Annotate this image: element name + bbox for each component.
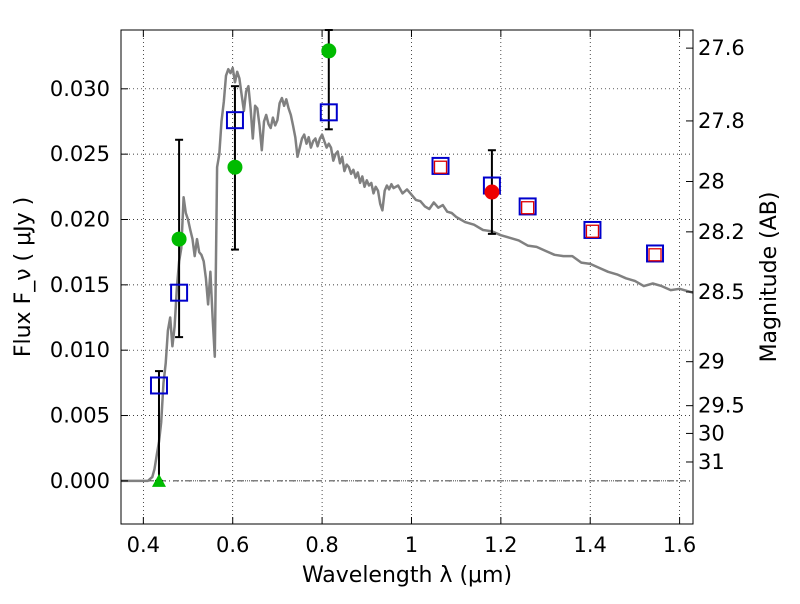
photometry-red-square	[585, 224, 600, 238]
grid-layer	[121, 30, 693, 524]
photometry-red-square	[433, 160, 448, 174]
photometry-model-square	[170, 283, 189, 302]
x-tick-label: 0.4	[127, 533, 160, 557]
upper-limit-triangle	[151, 473, 166, 487]
mag-tick-label: 27.8	[698, 109, 745, 133]
y-tick-label: 0.025	[50, 142, 110, 166]
y-tick-label: 0.015	[50, 273, 110, 297]
y-tick-label: 0.020	[50, 207, 110, 231]
photometry-red-square	[648, 248, 662, 262]
photometry-model-square	[646, 244, 665, 263]
mag-tick-label: 28	[698, 169, 725, 193]
y-axis-title: Flux F_ν ( μJy )	[11, 197, 36, 357]
photometry-model-square	[518, 197, 537, 216]
mag-tick-label: 29.5	[698, 394, 745, 418]
photometry-red-square	[521, 201, 535, 215]
y-tick-label: 0.000	[50, 469, 110, 493]
photometry-observed-point	[227, 159, 243, 175]
x-tick-label: 1.4	[574, 533, 607, 557]
mag-tick-label: 28.2	[698, 220, 745, 244]
x-tick-label: 1.2	[484, 533, 517, 557]
photometry-observed-point	[171, 231, 187, 247]
photometry-observed-point	[484, 184, 500, 200]
photometry-model-square	[431, 156, 450, 175]
photometry-observed-point	[321, 43, 337, 59]
x-tick-label: 0.8	[305, 533, 338, 557]
plot-frame	[120, 29, 694, 525]
y-tick-label: 0.010	[50, 338, 110, 362]
mag-tick-label: 30	[698, 421, 725, 445]
mag-tick-label: 29	[698, 350, 725, 374]
mag-tick-label: 27.6	[698, 36, 745, 60]
photometry-model-square	[319, 103, 338, 122]
y-tick-label: 0.005	[50, 404, 110, 428]
x-tick-label: 1.6	[663, 533, 696, 557]
y-tick-label: 0.030	[50, 77, 110, 101]
sed-model-line	[121, 66, 694, 483]
tick-layer: 0.4 0.6 0.8 1 1.2 1.4 1.6 0.000 0.005 0.010 0.015 0…	[50, 30, 745, 557]
data-layer	[121, 29, 694, 487]
y2-axis-title: Magnitude (AB)	[757, 192, 782, 363]
photometry-model-square	[149, 376, 168, 395]
mag-tick-label: 28.5	[698, 280, 745, 304]
photometry-model-square	[225, 111, 244, 130]
mag-tick-label: 31	[698, 450, 725, 474]
photometry-model-square	[583, 220, 602, 239]
x-axis-title: Wavelength λ (μm)	[302, 563, 512, 588]
x-tick-label: 1	[405, 533, 418, 557]
x-tick-label: 0.6	[216, 533, 249, 557]
